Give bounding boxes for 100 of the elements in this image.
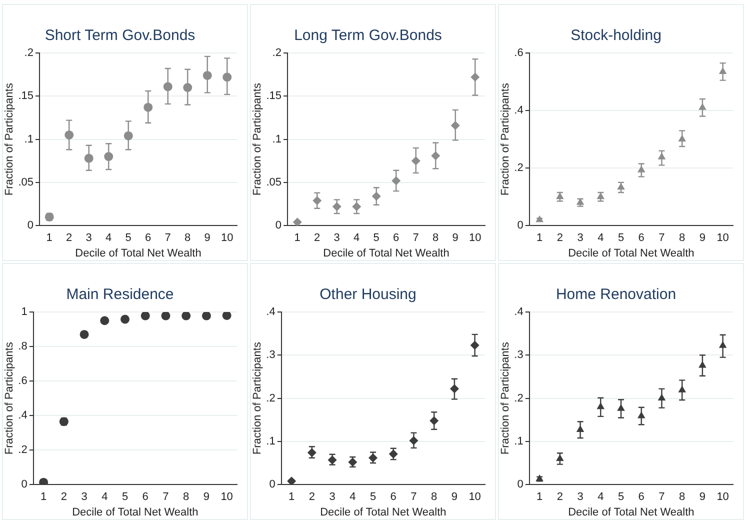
x-tick-label: 2 xyxy=(66,232,72,244)
point xyxy=(576,425,584,432)
x-tick-label: 8 xyxy=(183,491,190,504)
y-tick-label: .05 xyxy=(18,176,34,188)
x-tick-label: 6 xyxy=(145,232,152,244)
point xyxy=(183,83,192,92)
x-tick-label: 8 xyxy=(431,491,438,504)
x-tick-label: 6 xyxy=(638,232,644,244)
y-axis-title: Fraction of Participants xyxy=(252,342,264,455)
x-tick-label: 10 xyxy=(220,491,233,504)
x-tick-label: 5 xyxy=(122,491,128,504)
x-tick-label: 2 xyxy=(308,491,315,504)
x-tick-label: 9 xyxy=(203,491,210,504)
x-tick-label: 1 xyxy=(40,491,47,504)
point xyxy=(312,196,322,206)
x-tick-label: 10 xyxy=(469,232,482,244)
y-tick-label: .2 xyxy=(514,162,524,174)
x-tick-label: 6 xyxy=(638,491,644,504)
chart-title: Long Term Gov.Bonds xyxy=(294,27,442,44)
point xyxy=(698,103,706,110)
x-axis-title: Decile of Total Net Wealth xyxy=(75,247,202,260)
y-tick-label: .1 xyxy=(266,435,276,448)
y-tick-label: .15 xyxy=(18,90,34,102)
x-tick-label: 2 xyxy=(556,491,563,504)
x-tick-label: 1 xyxy=(294,232,300,244)
x-tick-label: 5 xyxy=(618,232,624,244)
x-axis-title: Decile of Total Net Wealth xyxy=(320,506,446,518)
x-tick-label: 8 xyxy=(679,491,686,504)
point xyxy=(163,82,172,92)
point xyxy=(202,70,212,80)
x-tick-label: 3 xyxy=(329,491,336,504)
point xyxy=(658,152,666,160)
y-tick-label: .4 xyxy=(514,306,524,318)
x-tick-label: 6 xyxy=(393,232,400,244)
x-tick-label: 3 xyxy=(81,491,88,504)
x-tick-label: 3 xyxy=(334,232,340,244)
point xyxy=(144,102,153,112)
x-tick-label: 7 xyxy=(658,491,665,504)
x-tick-label: 4 xyxy=(598,491,604,504)
x-tick-label: 5 xyxy=(618,491,624,504)
x-tick-label: 8 xyxy=(679,232,686,244)
y-tick-label: .2 xyxy=(18,444,28,456)
x-tick-label: 10 xyxy=(716,232,729,244)
y-tick-label: .8 xyxy=(18,340,28,353)
x-tick-label: 3 xyxy=(86,232,92,244)
y-tick-label: .2 xyxy=(24,47,34,60)
point xyxy=(292,218,302,226)
point xyxy=(182,312,191,320)
point xyxy=(100,316,110,326)
x-axis-title: Decile of Total Net Wealth xyxy=(72,506,198,518)
x-tick-label: 7 xyxy=(164,232,171,244)
y-tick-label: 0 xyxy=(517,478,524,491)
point xyxy=(80,330,89,339)
chart-title: Main Residence xyxy=(66,286,174,304)
x-tick-label: 5 xyxy=(373,232,380,244)
point xyxy=(678,386,686,392)
y-tick-label: .1 xyxy=(514,435,524,448)
x-tick-label: 1 xyxy=(536,491,543,504)
point xyxy=(352,202,362,212)
point xyxy=(450,384,459,394)
point xyxy=(596,192,605,200)
x-tick-label: 4 xyxy=(354,232,360,244)
x-tick-label: 9 xyxy=(204,232,210,244)
x-tick-label: 1 xyxy=(536,232,543,244)
x-tick-label: 8 xyxy=(184,232,191,244)
point xyxy=(470,340,480,350)
point xyxy=(678,134,686,142)
y-tick-label: 0 xyxy=(269,478,276,491)
y-tick-label: 0 xyxy=(27,220,34,232)
y-tick-label: .1 xyxy=(272,133,282,146)
x-tick-label: 2 xyxy=(314,232,320,244)
point xyxy=(411,156,420,166)
point xyxy=(392,176,401,186)
x-tick-label: 8 xyxy=(432,232,439,244)
x-tick-label: 5 xyxy=(125,232,132,244)
point xyxy=(556,192,564,200)
x-tick-label: 4 xyxy=(350,491,356,504)
point xyxy=(637,411,646,418)
chart-title: Other Housing xyxy=(320,286,416,304)
y-tick-label: .4 xyxy=(514,104,524,117)
point xyxy=(637,166,646,172)
point xyxy=(617,182,625,190)
x-tick-label: 10 xyxy=(716,491,729,504)
x-tick-label: 7 xyxy=(162,491,169,504)
y-tick-label: .3 xyxy=(514,349,524,362)
y-tick-label: 0 xyxy=(21,478,28,491)
y-tick-label: .05 xyxy=(266,176,282,188)
x-tick-label: 4 xyxy=(598,232,604,244)
point xyxy=(536,215,544,222)
x-tick-label: 5 xyxy=(370,491,376,504)
point xyxy=(84,154,94,163)
y-tick-label: 1 xyxy=(21,306,28,318)
point xyxy=(372,192,381,201)
point xyxy=(202,312,211,320)
x-tick-label: 3 xyxy=(577,232,584,244)
x-tick-label: 7 xyxy=(412,232,419,244)
y-tick-label: .2 xyxy=(272,47,282,60)
y-axis-title: Fraction of Participants xyxy=(500,342,512,455)
point xyxy=(470,72,480,82)
x-tick-label: 4 xyxy=(102,491,108,504)
